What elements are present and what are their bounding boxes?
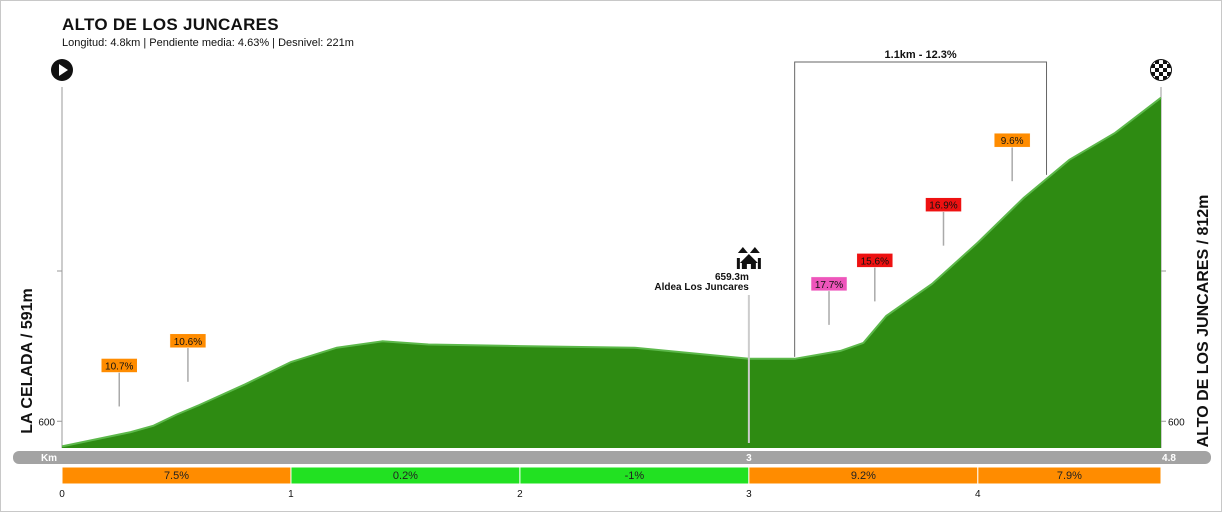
gradient-flag-box [925,197,962,212]
gradient-flag: 9.6% [993,132,1031,182]
steep-section-bracket [794,61,1048,357]
left-y-tick-label: 600 [38,417,55,428]
waypoint-elevation: 659.3m [715,272,749,283]
village-icon [736,247,761,269]
elevation-line [61,96,1162,448]
waypoint-name: Aldea Los Juncares [654,282,749,293]
gradient-flag: 10.7% [100,358,138,407]
village-icon-roofs [737,247,760,253]
gradient-flag-label: 10.7% [105,361,133,372]
segment-label: -1% [625,470,645,482]
gradient-flag: 16.9% [925,197,962,246]
gradient-flag-box [810,276,848,292]
village-icon-door [746,264,751,269]
segment-label: 0.2% [393,470,418,482]
village-icon-left [736,258,740,269]
km-bar-marker: 4.8 [1162,453,1176,464]
gradient-flag-label: 16.9% [929,201,957,212]
checkered-flag-icon [1150,59,1172,81]
segment-label: 7.5% [164,470,189,482]
checkered-flag-squares [1151,60,1171,80]
gradient-flag: 15.6% [856,253,894,302]
gradient-flag-box [100,358,138,373]
gradient-flag-label: 10.6% [174,337,202,348]
km-bar-unit: Km [41,453,57,464]
gradient-flag-box [856,253,894,268]
x-tick-label: 4 [975,489,981,500]
start-label: LA CELADA / 591m [19,288,36,434]
play-icon [51,59,73,81]
gradient-flag-label: 9.6% [1001,136,1024,147]
gradient-flag: 10.6% [169,333,207,382]
gradient-flag-box [169,333,207,349]
x-tick-label: 2 [517,489,523,500]
village-icon-main-roof [739,254,758,263]
segment-label: 7.9% [1057,470,1082,482]
gradient-flag: 17.7% [810,276,848,325]
x-tick-label: 3 [746,489,752,500]
gradient-flag-label: 15.6% [861,256,889,267]
page-subtitle: Longitud: 4.8km | Pendiente media: 4.63%… [62,37,354,49]
page-title: ALTO DE LOS JUNCARES [62,15,279,34]
steep-section-label: 1.1km - 12.3% [885,49,957,61]
village-icon-right [757,258,761,269]
segment-bar [977,466,1162,485]
km-bar-marker: 3 [746,453,752,464]
gradient-flag-box [993,132,1031,148]
segment-label: 9.2% [851,470,876,482]
km-bar [13,451,1211,464]
play-icon-triangle [59,64,68,76]
x-tick-label: 0 [59,489,65,500]
finish-label: ALTO DE LOS JUNCARES / 812m [1195,195,1212,448]
right-y-tick-label: 600 [1168,417,1185,428]
elevation-area [62,97,1161,448]
x-tick-label: 1 [288,489,294,500]
gradient-flag-label: 17.7% [815,280,843,291]
